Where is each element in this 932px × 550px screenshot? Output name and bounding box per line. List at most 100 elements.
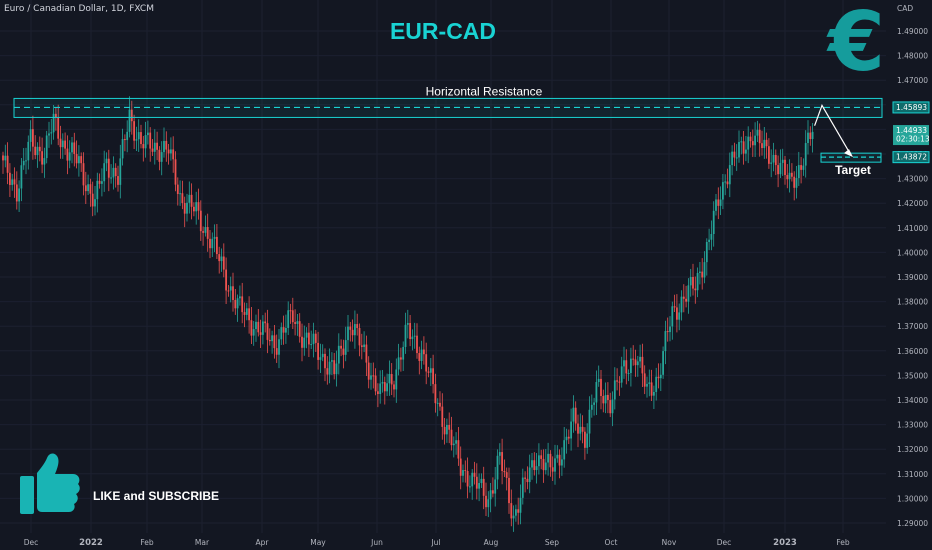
y-tick-label: 1.42000 [897, 199, 928, 208]
candle-body [547, 453, 549, 463]
candle-body [630, 358, 632, 374]
candle-body [324, 353, 326, 369]
candle-body [689, 277, 692, 286]
candle-body [112, 167, 115, 178]
candle-body [526, 478, 529, 483]
candle-body [508, 477, 510, 504]
candle-body [791, 172, 793, 177]
candle-body [673, 306, 676, 308]
y-tick-label: 1.40000 [897, 248, 928, 257]
candle-body [726, 181, 729, 185]
candle-body [291, 310, 294, 323]
candle-body [259, 332, 262, 335]
candle-body [485, 495, 487, 508]
resistance-price-tag-bg [893, 101, 929, 113]
candle-body [156, 142, 158, 150]
chart-title: EUR-CAD [389, 18, 497, 44]
candle-body [717, 199, 720, 206]
candle-body [687, 285, 690, 302]
candle-body [722, 182, 724, 200]
candle-body [2, 155, 4, 161]
candle-body [728, 165, 731, 185]
candle-body [538, 455, 540, 467]
y-tick-label: 1.31000 [897, 470, 928, 479]
resistance-label: Horizontal Resistance [426, 84, 543, 98]
candle-body [639, 356, 641, 362]
candle-body [609, 400, 612, 414]
candle-body [413, 335, 416, 337]
candle-body [779, 162, 782, 175]
candle-body [388, 374, 391, 384]
candle-body [494, 479, 497, 494]
candle-body [229, 286, 232, 291]
candle-body [331, 360, 333, 362]
candle-body [103, 163, 106, 182]
candle-body [595, 382, 598, 403]
y-tick-label: 1.36000 [897, 347, 928, 356]
candle-body [190, 194, 193, 207]
candle-body [705, 242, 708, 263]
candle-body [558, 454, 561, 466]
candle-body [73, 142, 76, 154]
candle-body [646, 383, 648, 387]
x-tick-label: Jul [430, 538, 440, 547]
candle-body [657, 376, 660, 379]
candle-body [400, 357, 402, 360]
candle-body [747, 136, 750, 150]
candle-body [577, 423, 579, 434]
candle-body [664, 331, 667, 352]
candle-body [264, 321, 267, 324]
candle-body [563, 440, 566, 460]
x-tick-label: 2022 [79, 538, 103, 548]
last-price-tag-text: 1.44933 [896, 126, 927, 135]
candle-body [216, 236, 218, 255]
x-tick-label: Dec [24, 538, 39, 547]
candle-body [489, 490, 492, 500]
candle-body [510, 503, 513, 519]
candle-body [167, 149, 170, 154]
candle-body [188, 194, 191, 203]
candle-body [82, 163, 85, 186]
symbol-title[interactable]: Euro / Canadian Dollar, 1D, FXCM [4, 4, 154, 14]
candle-body [303, 337, 306, 348]
candle-body [294, 322, 296, 324]
candle-body [544, 462, 547, 471]
candle-body [584, 431, 586, 448]
candle-body [581, 426, 584, 432]
candle-body [172, 149, 175, 160]
candle-body [61, 140, 64, 148]
candle-body [602, 396, 605, 404]
candle-body [425, 354, 428, 372]
candle-body [234, 299, 237, 309]
candle-body [9, 172, 11, 185]
candle-body [498, 452, 501, 456]
candle-body [174, 159, 177, 185]
candle-body [96, 180, 99, 200]
candle-body [761, 143, 763, 149]
y-tick-label: 1.30000 [897, 494, 928, 503]
candle-body [356, 324, 359, 329]
candle-body [218, 254, 221, 262]
y-tick-label: 1.32000 [897, 445, 928, 454]
candle-body [540, 455, 543, 459]
target-price-tag-text: 1.43872 [896, 153, 927, 162]
candle-body [137, 132, 140, 140]
candle-body [390, 374, 393, 385]
candle-body [153, 142, 156, 152]
y-tick-label: 1.48000 [897, 52, 928, 61]
x-tick-label: Jun [370, 538, 383, 547]
candle-body [91, 193, 94, 207]
candle-body [29, 129, 32, 142]
target-price-tag-bg [893, 151, 929, 163]
candle-body [133, 121, 135, 141]
candle-body [262, 321, 264, 335]
candle-body [570, 421, 572, 439]
candle-body [193, 206, 195, 212]
candle-body [620, 366, 623, 383]
candle-body [802, 165, 805, 170]
candle-body [807, 132, 809, 144]
candle-body [699, 271, 701, 273]
candle-body [213, 236, 216, 239]
candle-body [38, 146, 41, 152]
